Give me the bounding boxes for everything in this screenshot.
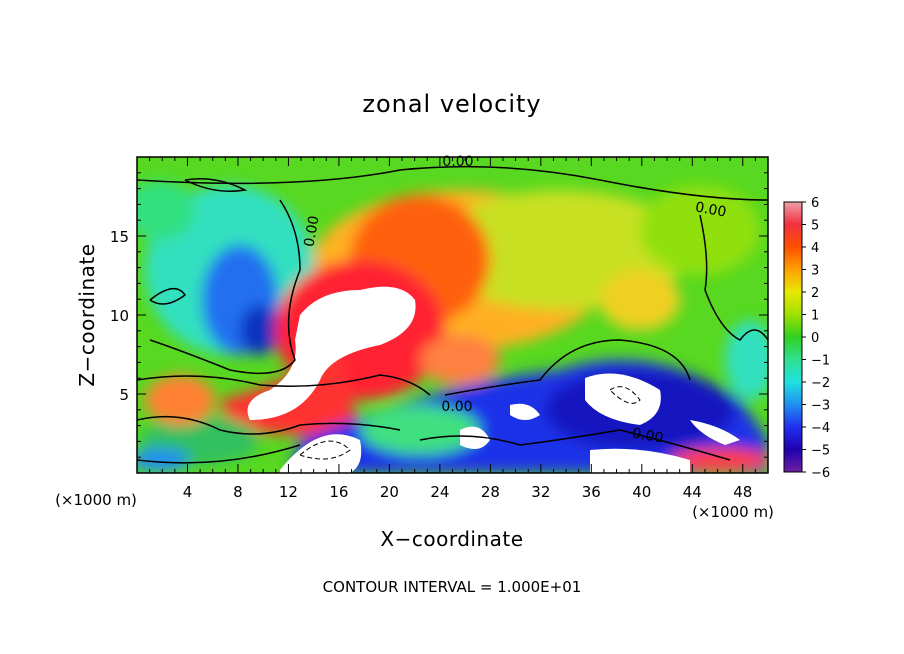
colorbar xyxy=(783,201,803,473)
y-tick-label: 15 xyxy=(110,228,129,246)
y-tick-label: 5 xyxy=(119,386,129,404)
contour-label: 0.00 xyxy=(694,199,727,220)
y-tick-label: 10 xyxy=(110,307,129,325)
colorbar-tick-label: −3 xyxy=(811,399,830,414)
contour-label: 0.00 xyxy=(442,154,473,170)
colorbar-tick-label: 4 xyxy=(811,241,819,256)
colorbar-ticks: 6 5 4 3 2 1 0 −1 −2 −3 −4 −5 −6 xyxy=(802,196,830,481)
x-tick-label: 32 xyxy=(531,483,550,501)
contour-interval-note: CONTOUR INTERVAL = 1.000E+01 xyxy=(323,578,582,596)
heatmap-field xyxy=(137,157,768,473)
contour-label: 0.00 xyxy=(301,215,322,248)
colorbar-tick-label: 0 xyxy=(811,331,819,346)
contour-label: 0.00 xyxy=(631,425,664,446)
x-tick-label: 12 xyxy=(279,483,298,501)
x-axis-unit: (×1000 m) xyxy=(692,503,774,521)
x-tick-label: 40 xyxy=(632,483,651,501)
colorbar-tick-label: −1 xyxy=(811,354,830,369)
contour-label: 0.00 xyxy=(441,399,472,415)
colorbar-tick-label: −5 xyxy=(811,444,830,459)
x-tick-label: 24 xyxy=(430,483,449,501)
x-tick-label: 4 xyxy=(183,483,193,501)
y-axis-ticks: 5 10 15 xyxy=(110,156,768,474)
colorbar-tick-label: −4 xyxy=(811,421,830,436)
y-axis-label: Z−coordinate xyxy=(75,243,99,386)
colorbar-tick-label: 5 xyxy=(811,219,819,234)
x-axis-label: X−coordinate xyxy=(380,527,523,551)
x-tick-label: 48 xyxy=(733,483,752,501)
x-axis-ticks: 4 8 12 16 20 24 28 32 36 40 44 48 xyxy=(136,157,769,501)
colorbar-tick-label: −6 xyxy=(811,466,830,481)
colorbar-tick-label: 1 xyxy=(811,309,819,324)
x-tick-label: 8 xyxy=(233,483,243,501)
x-tick-label: 36 xyxy=(582,483,601,501)
x-tick-label: 16 xyxy=(329,483,348,501)
x-tick-label: 20 xyxy=(380,483,399,501)
colorbar-tick-label: 3 xyxy=(811,264,819,279)
chart-title: zonal velocity xyxy=(362,90,541,118)
colorbar-tick-label: 6 xyxy=(811,196,819,211)
colorbar-tick-label: −2 xyxy=(811,376,830,391)
x-tick-label: 44 xyxy=(683,483,702,501)
colorbar-tick-label: 2 xyxy=(811,286,819,301)
y-axis-unit: (×1000 m) xyxy=(55,491,137,509)
x-tick-label: 28 xyxy=(481,483,500,501)
